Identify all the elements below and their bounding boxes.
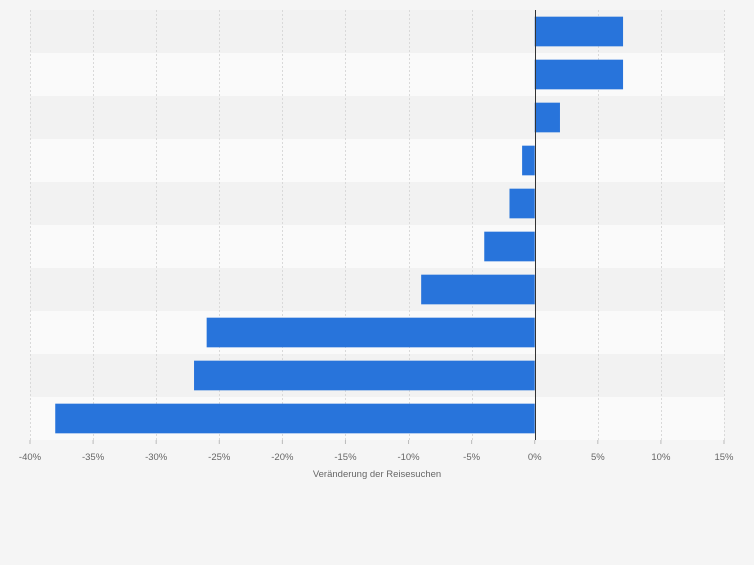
x-tick-label: -35% <box>82 452 105 463</box>
bars <box>55 16 624 434</box>
row-band <box>30 182 724 225</box>
bar <box>421 274 535 305</box>
row-band <box>30 96 724 139</box>
bar <box>194 360 535 391</box>
x-tick-label: -25% <box>208 452 231 463</box>
bar <box>55 403 535 434</box>
x-tick-label: 0% <box>528 452 542 463</box>
bar <box>509 188 535 219</box>
row-band <box>30 268 724 311</box>
x-axis-ticks: -40% -35% -30% -25% -20% -15% -10% -5% 0% 5% 10% 15… <box>19 440 734 463</box>
bar <box>534 102 560 133</box>
x-tick-label: 15% <box>714 452 734 463</box>
x-tick-label: -40% <box>19 452 42 463</box>
x-tick-label: -15% <box>334 452 357 463</box>
x-tick-label: -10% <box>397 452 420 463</box>
x-axis-title: Veränderung der Reisesuchen <box>313 469 441 480</box>
row-band <box>30 139 724 182</box>
x-tick-label: -5% <box>463 452 480 463</box>
bar <box>522 145 535 176</box>
row-band <box>30 225 724 268</box>
x-tick-label: 5% <box>591 452 605 463</box>
bar <box>484 231 535 262</box>
x-tick-label: -20% <box>271 452 294 463</box>
bar <box>534 16 624 47</box>
bar <box>206 317 535 348</box>
bar <box>534 59 624 90</box>
x-tick-label: -30% <box>145 452 168 463</box>
x-tick-label: 10% <box>651 452 671 463</box>
